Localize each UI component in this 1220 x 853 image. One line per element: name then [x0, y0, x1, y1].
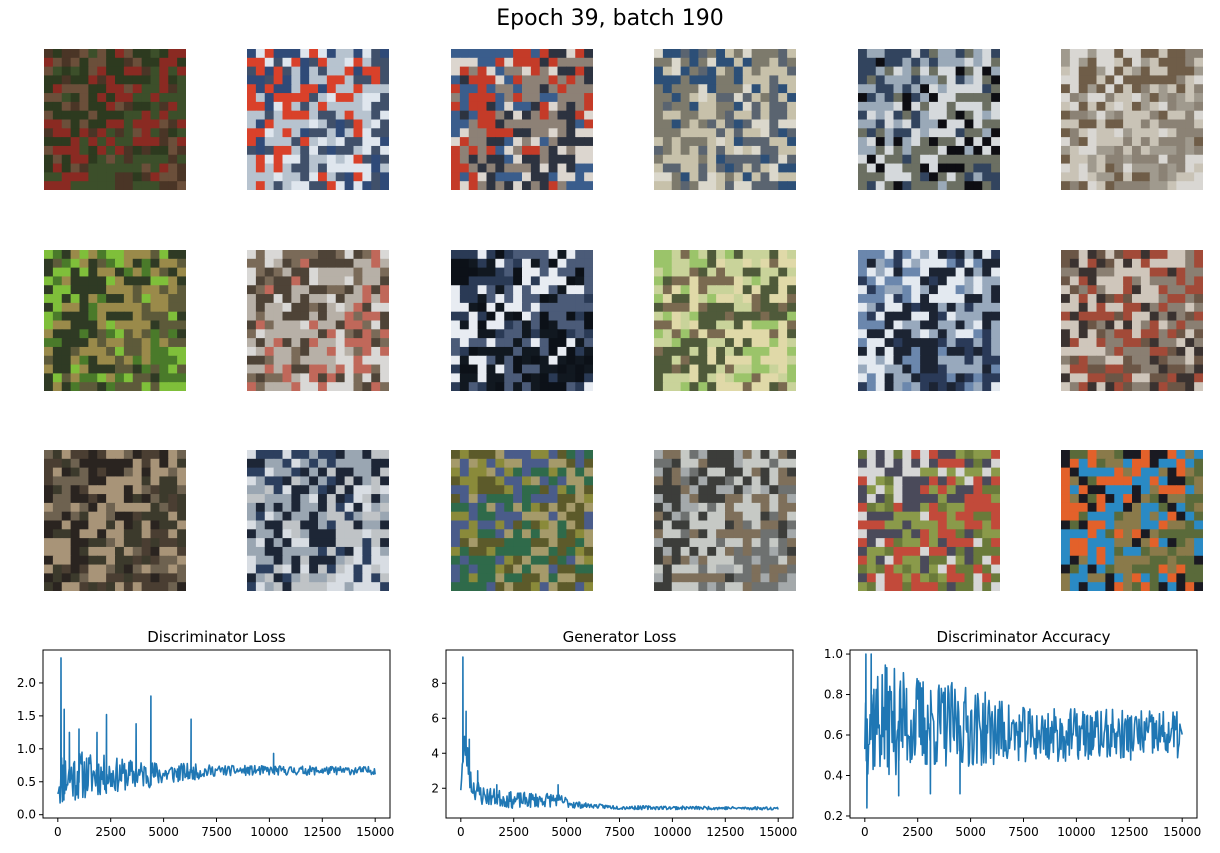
generated-sample-image [247, 49, 389, 190]
y-tick-label: 0.0 [17, 808, 36, 822]
generated-sample-image [654, 250, 796, 391]
generated-sample-image [44, 49, 186, 190]
generated-sample-image [1061, 49, 1203, 190]
x-tick-label: 7500 [1008, 825, 1039, 839]
y-tick-label: 0.6 [824, 728, 843, 742]
x-tick-label: 12500 [303, 825, 341, 839]
axes-frame [445, 649, 794, 819]
generated-sample-image [858, 49, 1000, 190]
figure-title: Epoch 39, batch 190 [496, 6, 724, 31]
chart-title: Generator Loss [563, 628, 677, 646]
x-tick-label: 0 [54, 825, 62, 839]
x-tick-label: 2500 [498, 825, 529, 839]
y-tick-label: 6 [431, 711, 439, 725]
chart-title: Discriminator Loss [147, 628, 286, 646]
x-tick-label: 5000 [551, 825, 582, 839]
generated-sample-image [451, 450, 593, 591]
y-tick-label: 1.5 [17, 709, 36, 723]
y-tick-label: 2 [431, 781, 439, 795]
generated-sample-image [654, 49, 796, 190]
generated-sample-image [451, 250, 593, 391]
generated-sample-image [1061, 450, 1203, 591]
x-tick-label: 12500 [706, 825, 744, 839]
x-tick-label: 15000 [356, 825, 394, 839]
y-tick-label: 0.8 [824, 688, 843, 702]
y-tick-label: 2.0 [17, 676, 36, 690]
generated-sample-image [858, 450, 1000, 591]
chart-1: Generator Loss 0 2500 5000 7500 10000 12500 150… [431, 628, 797, 839]
generated-sample-image [44, 250, 186, 391]
generated-sample-image [44, 450, 186, 591]
x-tick-label: 10000 [653, 825, 691, 839]
x-tick-label: 7500 [201, 825, 232, 839]
generated-sample-image [858, 250, 1000, 391]
y-tick-label: 0.2 [824, 809, 843, 823]
y-tick-label: 4 [431, 746, 439, 760]
generated-sample-image [451, 49, 593, 190]
axes-frame [42, 649, 391, 819]
y-tick-label: 0.5 [17, 775, 36, 789]
x-tick-label: 5000 [148, 825, 179, 839]
x-tick-label: 15000 [759, 825, 797, 839]
y-tick-label: 1.0 [17, 742, 36, 756]
x-tick-label: 10000 [250, 825, 288, 839]
chart-title: Discriminator Accuracy [936, 628, 1110, 646]
x-tick-label: 12500 [1110, 825, 1148, 839]
generated-sample-image [654, 450, 796, 591]
chart-0: Discriminator Loss 0 2500 5000 7500 10000 1250… [17, 628, 394, 839]
generated-sample-image [247, 450, 389, 591]
x-tick-label: 0 [861, 825, 869, 839]
x-tick-label: 10000 [1057, 825, 1095, 839]
y-tick-label: 0.4 [824, 768, 843, 782]
x-tick-label: 0 [457, 825, 465, 839]
series-line [460, 656, 779, 811]
x-tick-label: 2500 [95, 825, 126, 839]
chart-2: Discriminator Accuracy 0 2500 5000 7500 10000… [824, 628, 1201, 839]
x-tick-label: 15000 [1163, 825, 1201, 839]
x-tick-label: 2500 [902, 825, 933, 839]
y-tick-label: 8 [431, 676, 439, 690]
generated-sample-image [247, 250, 389, 391]
series-line [57, 657, 376, 804]
x-tick-label: 7500 [604, 825, 635, 839]
generated-sample-image [1061, 250, 1203, 391]
series-line [864, 653, 1183, 809]
y-tick-label: 1.0 [824, 647, 843, 661]
x-tick-label: 5000 [955, 825, 986, 839]
